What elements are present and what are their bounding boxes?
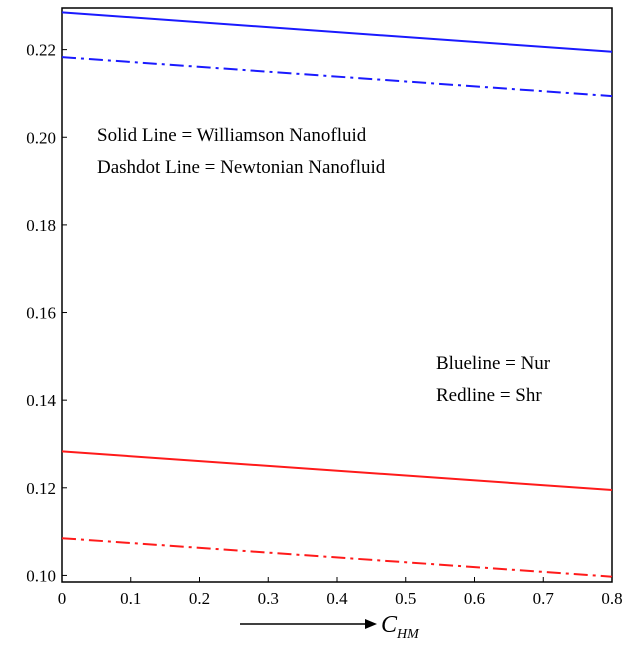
series-line-red-dashdot: [61, 537, 613, 578]
series-line-red-solid: [61, 450, 613, 491]
ticks-layer: 0 0.1 0.2 0.3 0.4 0.5 0.6 0.7 0.8 0.10 0.12 0.14 0.1…: [26, 41, 622, 608]
x-axis-label: C: [381, 612, 398, 638]
x-axis-label-subscript: HM: [396, 627, 420, 642]
plot-frame: [61, 7, 613, 583]
y-tick-label: 0.16: [26, 304, 56, 323]
y-tick-label: 0.18: [26, 216, 56, 235]
x-tick-label: 0.5: [395, 589, 416, 608]
x-tick-label: 0.2: [189, 589, 210, 608]
x-tick-label: 0.1: [120, 589, 141, 608]
x-tick-label: 0.7: [533, 589, 555, 608]
y-tick-label: 0.14: [26, 391, 56, 410]
x-axis-arrow-head: [365, 619, 377, 629]
annotation-blueline: Blueline = Nur: [436, 353, 551, 374]
y-tick-label: 0.22: [26, 41, 56, 60]
x-tick-label: 0: [58, 589, 67, 608]
series-line-blue-solid: [61, 11, 613, 53]
x-tick-label: 0.8: [601, 589, 622, 608]
x-tick-label: 0.4: [326, 589, 348, 608]
y-tick-label: 0.12: [26, 479, 56, 498]
y-tick-label: 0.20: [26, 128, 56, 147]
annotation-solid-line: Solid Line = Williamson Nanofluid: [97, 125, 367, 146]
x-tick-label: 0.6: [464, 589, 485, 608]
annotation-dashdot-line: Dashdot Line = Newtonian Nanofluid: [97, 157, 386, 178]
x-tick-label: 0.3: [258, 589, 279, 608]
annotation-redline: Redline = Shr: [436, 385, 542, 406]
y-tick-label: 0.10: [26, 566, 56, 585]
series-layer: [61, 11, 613, 578]
series-line-blue-dashdot: [61, 56, 613, 98]
